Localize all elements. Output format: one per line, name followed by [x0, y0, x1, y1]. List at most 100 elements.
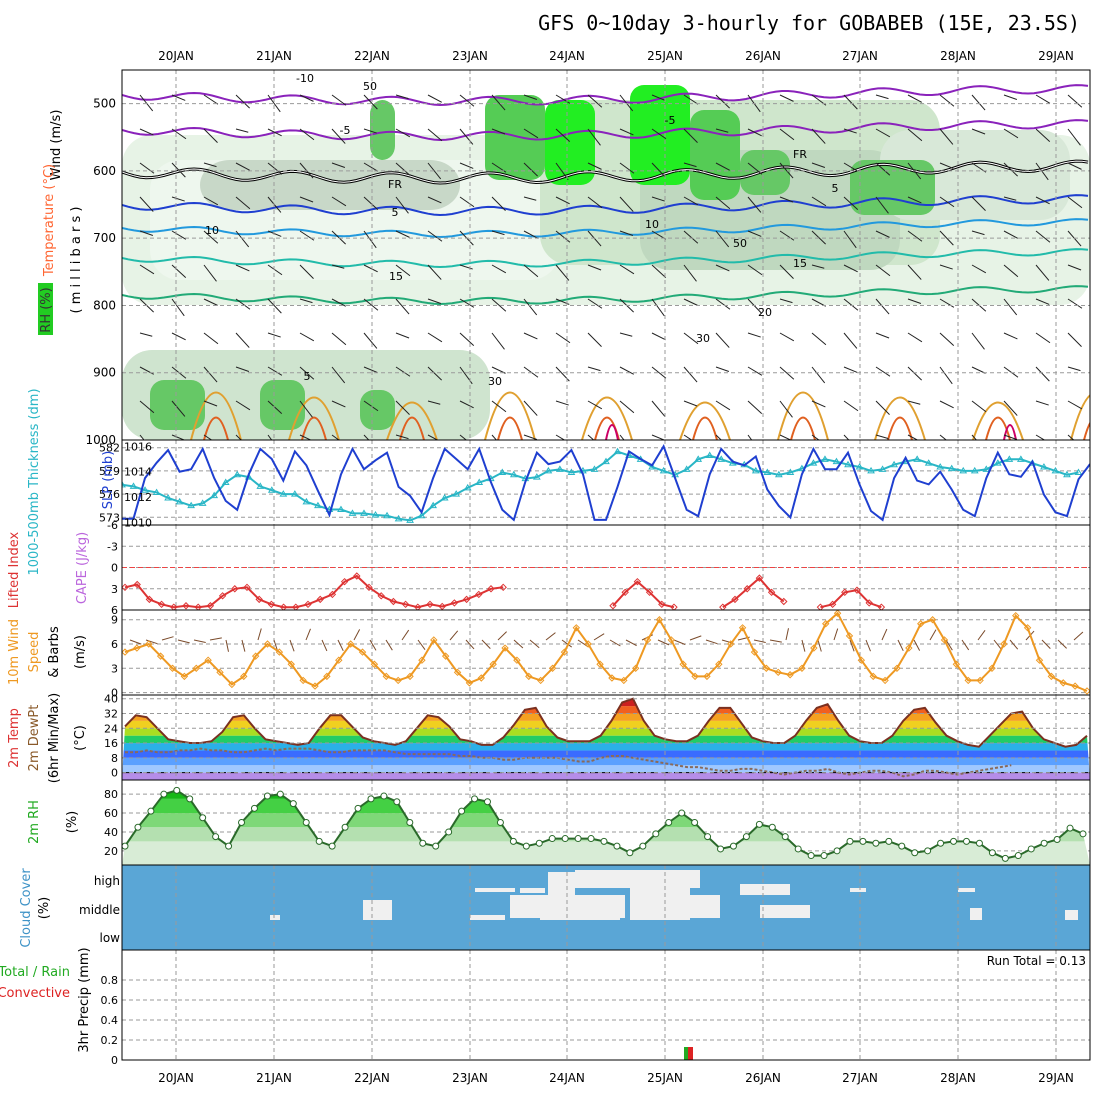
- rh2m-point: [458, 807, 466, 815]
- wind-barb: [811, 230, 826, 245]
- wind10m-point: [1047, 672, 1056, 681]
- lifted-index-point: [743, 585, 751, 593]
- wind-barb: [939, 196, 955, 208]
- wind-barb: [779, 332, 795, 342]
- rh2m-point: [289, 800, 297, 808]
- wind-barb: [299, 400, 313, 418]
- wind-barb: [363, 298, 379, 311]
- surface-contour: [679, 401, 731, 440]
- surface-contour-inner: [790, 416, 816, 440]
- wind-barb: [939, 264, 953, 270]
- rh-band: [122, 841, 1090, 865]
- wind-barb: [1003, 434, 1018, 440]
- wind10m-point: [857, 656, 866, 664]
- barb10m: [529, 639, 540, 649]
- wind-barb: [907, 196, 922, 204]
- wind-barb: [811, 162, 826, 169]
- lifted-index-point: [218, 592, 227, 600]
- wind-barb: [235, 434, 242, 440]
- cloud-block: [470, 915, 505, 920]
- wind10m-speed-series: [122, 610, 1090, 695]
- li-tick: 3: [111, 583, 118, 596]
- rh2m-point: [652, 830, 660, 838]
- top-day-axis: 20JAN 21JAN 22JAN 23JAN 24JAN 25JAN 26JAN 27JAN…: [158, 49, 1074, 63]
- wind-barb: [427, 230, 443, 242]
- lifted-index-point: [316, 595, 324, 604]
- barb10m: [545, 632, 556, 641]
- rh-axis: 80 60 40 20: [104, 788, 118, 858]
- lifted-index-point: [780, 597, 788, 606]
- wind-barb: [1003, 230, 1018, 239]
- barb10m: [513, 639, 524, 649]
- thickness-point: [290, 490, 299, 497]
- wind-barb: [619, 162, 635, 174]
- wind10m-point: [620, 676, 628, 685]
- wind10m-point: [667, 636, 676, 644]
- lifted-index-point: [450, 599, 459, 607]
- thickness-point: [1063, 470, 1071, 478]
- wind-barb: [939, 230, 954, 246]
- lifted-index-line: [124, 574, 882, 609]
- wind10m-point: [810, 644, 818, 652]
- wind10m-point: [1059, 679, 1067, 687]
- lifted-index-point: [426, 600, 434, 609]
- wind-barb: [331, 434, 340, 440]
- wind10m-point: [406, 672, 414, 681]
- wind-barb: [139, 332, 153, 337]
- cloud-blocks: [270, 870, 1078, 920]
- wind10m-point: [905, 644, 913, 652]
- millibars-axis-label: ( m i l l i b a r s ): [69, 207, 84, 314]
- precip-tick: 0.4: [101, 1014, 119, 1027]
- barb10m: [193, 639, 206, 643]
- rh2m-point: [962, 837, 970, 845]
- contour-label: 5: [304, 370, 311, 383]
- cloud-block: [690, 895, 720, 918]
- wind-barb: [971, 332, 985, 350]
- wind10m-point: [881, 676, 889, 685]
- wind10m-point: [548, 664, 557, 672]
- wind-barb: [1067, 128, 1081, 146]
- wind-barb: [811, 400, 826, 408]
- wind10m-point: [240, 672, 248, 681]
- wind-barb: [1003, 94, 1018, 101]
- wind-barb: [683, 94, 699, 105]
- rh2m-point: [1014, 852, 1022, 860]
- wind-barb: [939, 366, 953, 385]
- wind-barb: [971, 434, 978, 440]
- wind-barb: [619, 128, 634, 136]
- wind-barb: [363, 162, 379, 172]
- thickness-point: [705, 451, 714, 458]
- barb10m: [753, 639, 766, 643]
- thickness-point: [648, 463, 656, 470]
- surface-contour-inner: [887, 416, 913, 440]
- wind-barb: [523, 128, 539, 139]
- lifted-index-point: [231, 585, 239, 593]
- wind-barb: [779, 434, 792, 440]
- wind-barb: [939, 162, 954, 169]
- wind-barb: [491, 94, 506, 111]
- wind10m-point: [275, 648, 284, 656]
- precip-grid: [122, 950, 1090, 1061]
- wind-barb: [747, 298, 762, 314]
- lifted-index-point: [645, 588, 654, 596]
- stability-panel: -6 -3 0 3 6 Lifted Index CAPE (J/kg): [7, 519, 1091, 617]
- wind-barb: [427, 94, 442, 103]
- wind10m-point: [251, 652, 260, 660]
- pressure-tick: 700: [93, 231, 116, 245]
- pressure-tick: 1000: [85, 433, 116, 447]
- rh2m-point: [173, 786, 181, 794]
- day-label-bottom: 22JAN: [354, 1071, 390, 1085]
- wind-barb: [555, 94, 571, 104]
- temp-contour-10: [122, 218, 1089, 239]
- wind10m-point: [572, 624, 581, 632]
- wind-barb: [875, 196, 889, 214]
- wind-barb: [1067, 196, 1083, 209]
- wind-barb: [619, 366, 634, 375]
- lifted-index-point: [365, 583, 373, 592]
- wind-barb: [971, 94, 986, 111]
- wind10m-point: [917, 620, 925, 628]
- wind-barb: [491, 298, 507, 312]
- temp-tick: 24: [104, 722, 118, 735]
- wind10m-point: [477, 674, 486, 682]
- barb10m: [689, 635, 702, 641]
